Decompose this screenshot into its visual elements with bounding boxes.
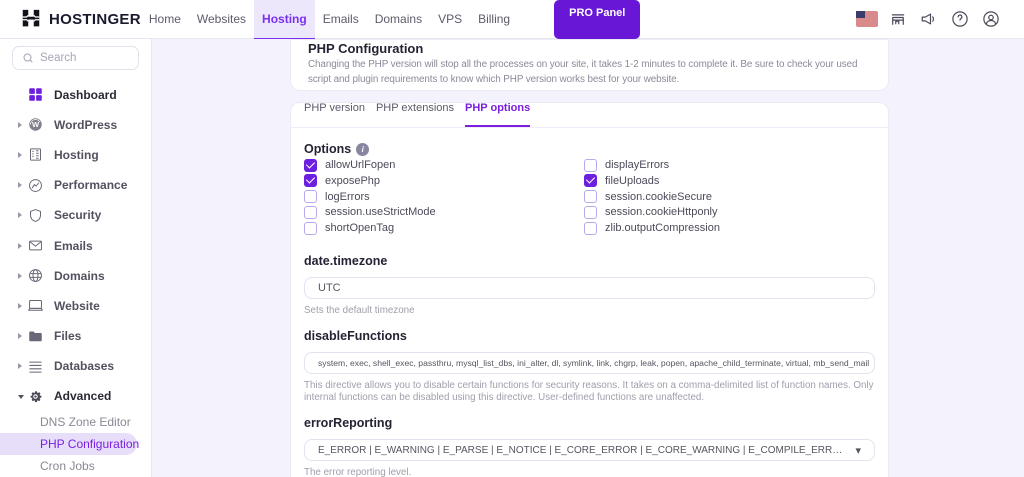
svg-text:W: W xyxy=(31,120,39,129)
